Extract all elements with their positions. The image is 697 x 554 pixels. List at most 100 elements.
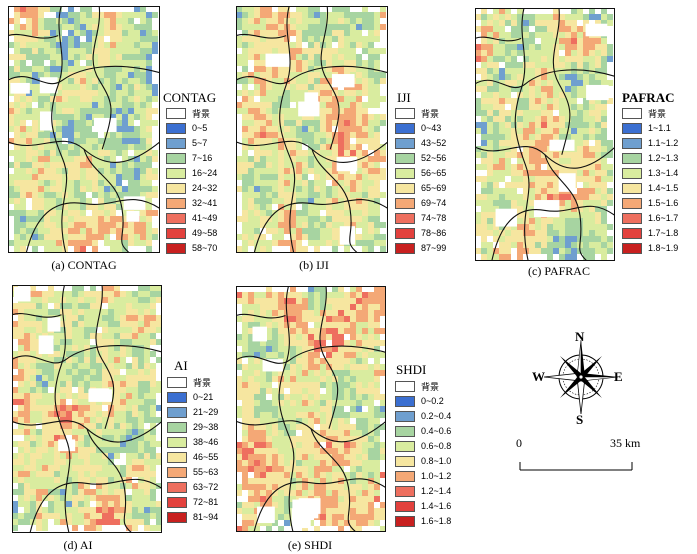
legend-item: 43~52	[395, 137, 446, 149]
scale-end-label: 35 km	[610, 436, 641, 450]
legend-item: 1.7~1.8	[622, 227, 678, 239]
legend-item: 0.4~0.6	[395, 425, 451, 437]
legend-swatch	[395, 182, 415, 194]
district-boundary	[8, 33, 59, 39]
legend-item: 52~56	[395, 152, 446, 164]
legend-swatch	[166, 107, 186, 119]
legend-label: 87~99	[421, 243, 447, 253]
caption-iji: (b) IJI	[299, 258, 329, 272]
legend-item: 38~46	[167, 436, 218, 448]
legend-label: 38~46	[193, 437, 219, 447]
legend-label: 1.3~1.4	[648, 168, 679, 178]
legend-label: 1.2~1.3	[648, 153, 679, 163]
map-ai	[12, 285, 162, 533]
legend-item: 21~29	[167, 406, 218, 418]
legend-label: 1.8~1.9	[648, 243, 679, 253]
legend-label: 21~29	[193, 407, 219, 417]
district-boundary	[544, 154, 588, 261]
legend-swatch	[395, 380, 415, 392]
legend-item: 74~78	[395, 212, 446, 224]
legend-swatch	[395, 122, 415, 134]
legend-item: 29~38	[167, 421, 218, 433]
study-area-outline	[8, 6, 160, 253]
legend-item: 1.6~1.8	[395, 515, 451, 527]
legend-item: 32~41	[166, 197, 217, 209]
legend-swatch	[167, 451, 187, 463]
legend-label: 1~1.1	[648, 123, 671, 133]
legend-label: 1.4~1.5	[648, 183, 679, 193]
legend-item: 46~55	[167, 451, 218, 463]
legend-swatch	[167, 391, 187, 403]
legend-swatch	[166, 197, 186, 209]
legend-swatch	[167, 481, 187, 493]
legend-swatch	[395, 227, 415, 239]
legend-swatch	[167, 496, 187, 508]
compass-s: S	[576, 412, 584, 427]
legend-label: 58~70	[192, 243, 218, 253]
legend-swatch	[395, 470, 415, 482]
map-svg-iji	[236, 6, 388, 253]
legend-swatch	[622, 212, 642, 224]
legend-swatch	[166, 137, 186, 149]
legend-label: 7~16	[192, 153, 213, 163]
legend-item: 1.2~1.3	[622, 152, 678, 164]
legend-label: 1.4~1.6	[421, 501, 452, 511]
scale-bar: 0 35 km	[514, 434, 664, 474]
legend-item: 65~69	[395, 182, 446, 194]
legend-item: 69~74	[395, 197, 446, 209]
caption-contag: (a) CONTAG	[51, 258, 117, 272]
legend-swatch	[395, 515, 415, 527]
map-svg-contag	[8, 6, 160, 253]
study-area-outline	[12, 285, 162, 533]
compass-n: N	[575, 329, 585, 344]
district-boundary	[253, 478, 386, 532]
legend-item: 0.8~1.0	[395, 455, 451, 467]
legend-item: 背景	[166, 107, 210, 119]
legend-swatch	[166, 167, 186, 179]
legend-title-iji: IJI	[397, 90, 411, 105]
caption-shdi: (e) SHDI	[287, 538, 333, 552]
study-area-outline	[475, 8, 615, 261]
legend-item: 1.6~1.7	[622, 212, 678, 224]
map-svg-shdi	[236, 286, 386, 532]
scale-start-label: 0	[516, 436, 522, 450]
legend-label: 32~41	[192, 198, 218, 208]
compass-w: W	[532, 369, 545, 384]
legend-label: 0.8~1.0	[421, 456, 452, 466]
legend-swatch	[622, 242, 642, 254]
legend-item: 16~24	[166, 167, 217, 179]
legend-item: 背景	[622, 107, 666, 119]
legend-item: 81~94	[167, 511, 218, 523]
legend-label: 0~21	[193, 392, 214, 402]
district-boundary	[320, 6, 340, 150]
legend-label: 背景	[648, 108, 667, 119]
legend-swatch	[167, 466, 187, 478]
study-area-outline	[236, 286, 386, 532]
district-boundary	[86, 428, 133, 533]
district-boundary	[552, 8, 571, 155]
district-boundary	[475, 69, 615, 89]
legend-label: 5~7	[192, 138, 208, 148]
legend-swatch	[395, 212, 415, 224]
legend-label: 0~5	[192, 123, 208, 133]
legend-swatch	[622, 122, 642, 134]
legend-title-shdi: SHDI	[396, 362, 427, 377]
legend-label: 0.6~0.8	[421, 441, 452, 451]
district-boundary	[25, 199, 160, 253]
legend-title-ai: AI	[174, 358, 188, 373]
caption-pafrac: (c) PAFRAC	[528, 264, 590, 278]
legend-label: 1.0~1.2	[421, 471, 452, 481]
legend-item: 1.2~1.4	[395, 485, 451, 497]
map-pafrac	[475, 8, 615, 261]
legend-swatch	[166, 182, 186, 194]
legend-label: 0~0.2	[421, 396, 444, 406]
legend-item: 0.6~0.8	[395, 440, 451, 452]
legend-swatch	[167, 436, 187, 448]
district-boundary	[92, 6, 112, 150]
legend-item: 背景	[167, 376, 211, 388]
district-boundary	[12, 313, 62, 318]
legend-swatch	[167, 406, 187, 418]
district-boundary	[83, 149, 130, 253]
legend-item: 1.8~1.9	[622, 242, 678, 254]
legend-swatch	[166, 152, 186, 164]
